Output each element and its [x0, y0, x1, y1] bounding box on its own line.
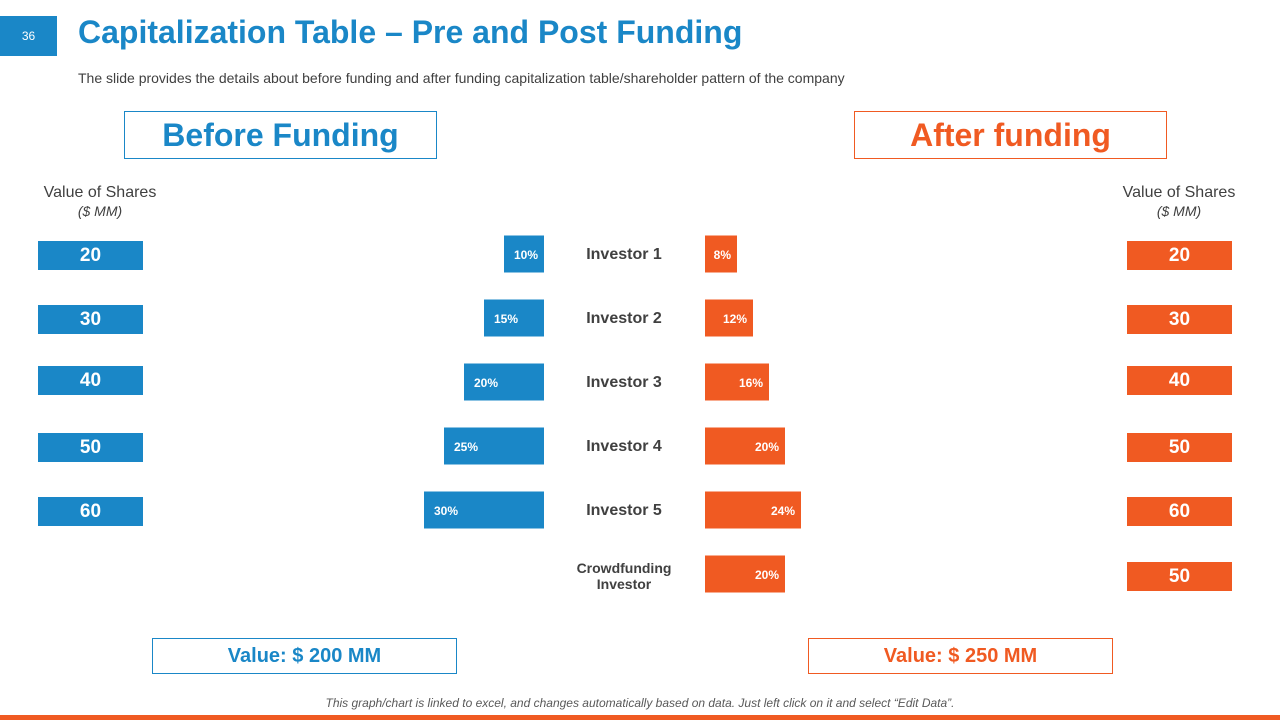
after-total-value: Value: $ 250 MM — [808, 638, 1113, 674]
before-bar-label: 10% — [514, 248, 538, 262]
after-bar-label: 12% — [723, 312, 747, 326]
after-bar — [705, 555, 785, 593]
after-bar — [705, 235, 737, 273]
after-share-value: 30 — [1127, 305, 1232, 334]
investor-label: Investor 2 — [586, 310, 662, 327]
footnote: This graph/chart is linked to excel, and… — [325, 696, 955, 710]
before-value-of-shares-label: Value of Shares ($ MM) — [20, 184, 180, 220]
after-value-of-shares-label: Value of Shares ($ MM) — [1099, 184, 1259, 220]
before-bar — [444, 427, 544, 465]
after-bar-label: 20% — [755, 440, 779, 454]
after-bar-label: 8% — [714, 248, 732, 262]
investor-label: Investor 5 — [586, 502, 662, 519]
before-bar-label: 25% — [454, 440, 478, 454]
before-share-value: 60 — [38, 497, 143, 526]
investor-label: Investor 3 — [586, 374, 662, 391]
before-share-value: 50 — [38, 433, 143, 462]
after-bar-label: 24% — [771, 504, 795, 518]
before-share-value: 40 — [38, 366, 143, 395]
before-total-value: Value: $ 200 MM — [152, 638, 457, 674]
after-bar-label: 16% — [739, 376, 763, 390]
before-value-label-text: Value of Shares — [43, 184, 157, 201]
after-share-value: 50 — [1127, 433, 1232, 462]
before-bar-label: 15% — [494, 312, 518, 326]
before-bar — [424, 491, 544, 529]
before-bar — [464, 363, 544, 401]
after-share-value: 50 — [1127, 562, 1232, 591]
after-value-unit: ($ MM) — [1156, 203, 1202, 219]
after-bar — [705, 491, 801, 529]
page-subtitle: The slide provides the details about bef… — [78, 70, 845, 86]
before-funding-heading: Before Funding — [124, 111, 437, 159]
before-bar-label: 30% — [434, 504, 458, 518]
after-value-label-text: Value of Shares — [1122, 184, 1236, 201]
after-share-value: 20 — [1127, 241, 1232, 270]
before-share-value: 30 — [38, 305, 143, 334]
after-share-value: 60 — [1127, 497, 1232, 526]
before-bar — [484, 299, 544, 337]
investor-label: Crowdfunding Investor — [576, 560, 672, 592]
after-bar-label: 20% — [755, 568, 779, 582]
page-title: Capitalization Table – Pre and Post Fund… — [78, 14, 743, 50]
after-share-value: 40 — [1127, 366, 1232, 395]
bottom-accent-bar — [0, 715, 1280, 720]
before-value-unit: ($ MM) — [77, 203, 123, 219]
investor-label: Investor 1 — [586, 246, 662, 263]
after-bar — [705, 427, 785, 465]
page-number: 36 — [0, 16, 57, 56]
before-bar — [504, 235, 544, 273]
after-bar — [705, 299, 753, 337]
investor-label: Investor 4 — [586, 438, 662, 455]
before-share-value: 20 — [38, 241, 143, 270]
before-bar-label: 20% — [474, 376, 498, 390]
after-bar — [705, 363, 769, 401]
after-funding-heading: After funding — [854, 111, 1167, 159]
